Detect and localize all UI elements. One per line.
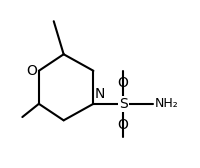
Text: O: O [118,118,129,132]
Text: O: O [118,76,129,90]
Text: NH₂: NH₂ [155,97,178,110]
Text: N: N [95,87,105,100]
Text: S: S [119,97,128,111]
Text: O: O [26,64,37,78]
